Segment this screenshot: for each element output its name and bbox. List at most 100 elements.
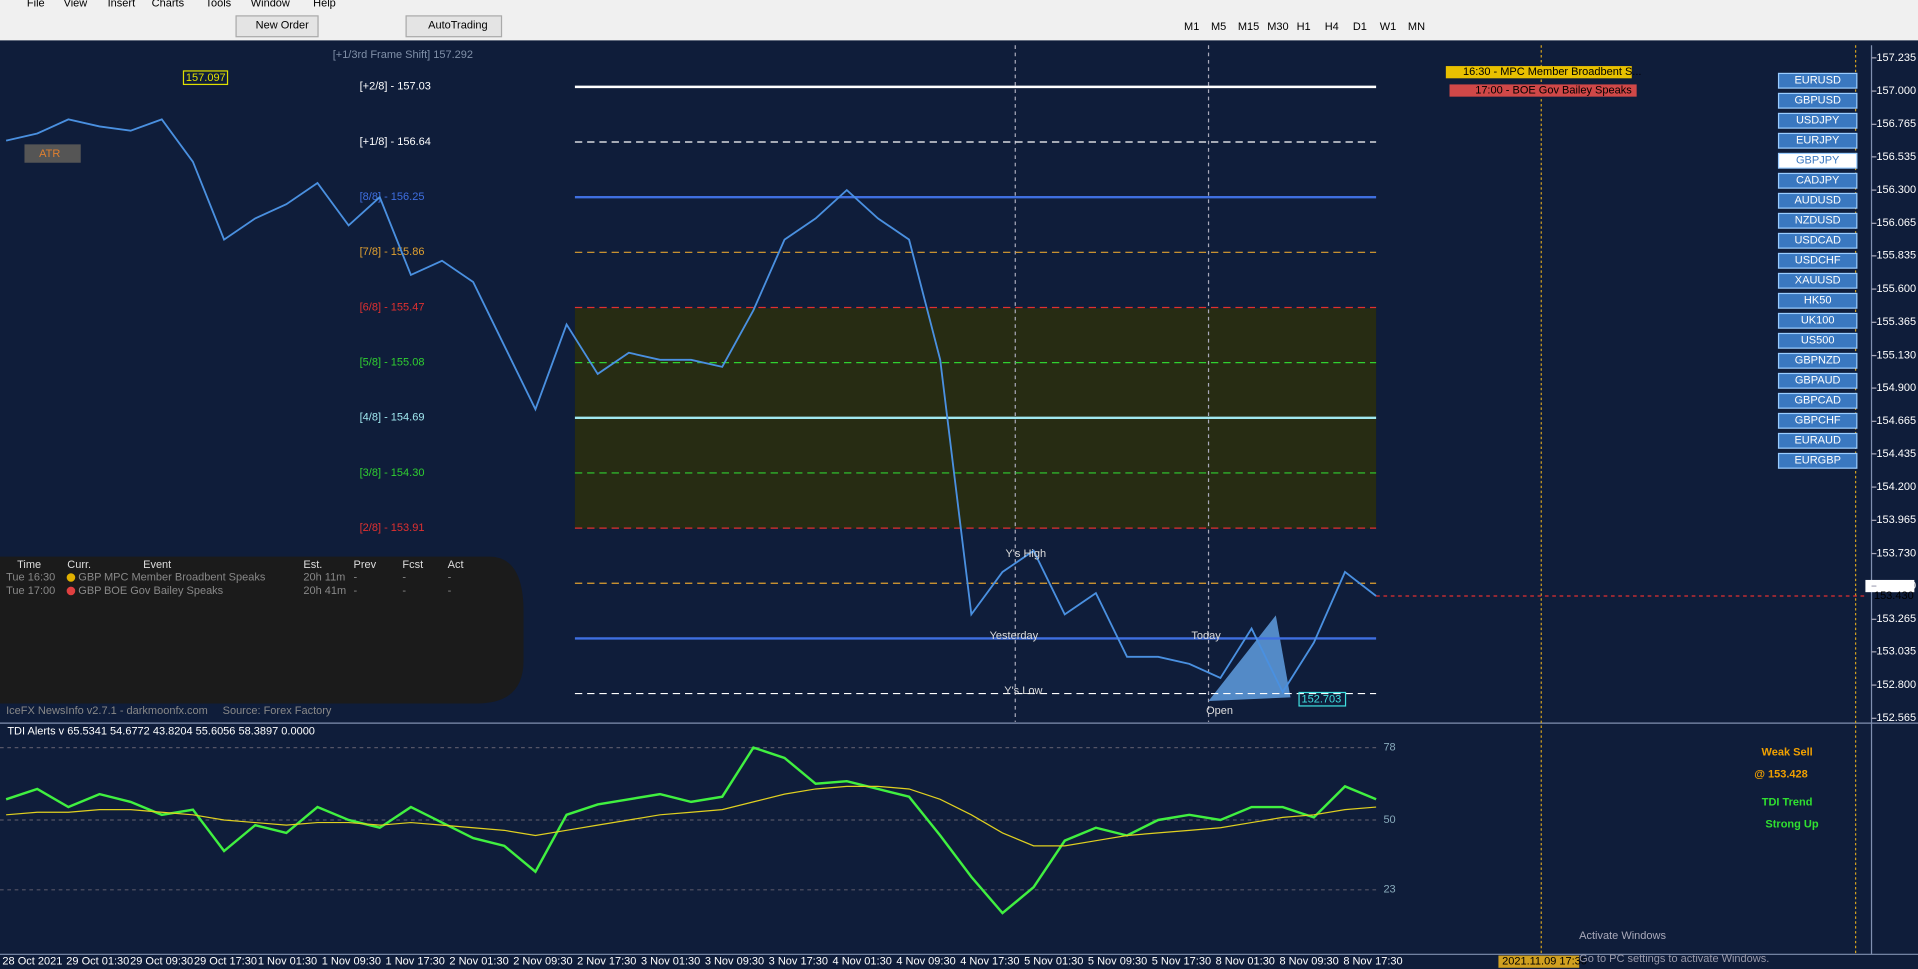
symbol-label[interactable]: USDCHF bbox=[1795, 255, 1841, 267]
symbol-label[interactable]: EURGBP bbox=[1794, 455, 1840, 467]
menu-item[interactable]: View bbox=[64, 0, 88, 10]
symbol-button[interactable] bbox=[1777, 432, 1858, 449]
tdi-signal: Weak Sell bbox=[1762, 746, 1813, 758]
timeframe-button[interactable]: M1 bbox=[1184, 21, 1199, 33]
y-tick-label: 153.965 bbox=[1876, 514, 1916, 526]
symbol-label[interactable]: US500 bbox=[1801, 335, 1835, 347]
menu-item[interactable]: Help bbox=[313, 0, 336, 10]
annotation: Yesterday bbox=[990, 630, 1039, 642]
x-tick-label: 8 Nov 01:30 bbox=[1216, 956, 1275, 968]
x-tick-label: 29 Oct 17:30 bbox=[194, 956, 257, 968]
menu-item[interactable]: File bbox=[27, 0, 45, 10]
button[interactable] bbox=[235, 15, 319, 38]
symbol-label[interactable]: EURUSD bbox=[1794, 75, 1841, 87]
level-label: [4/8] - 154.69 bbox=[360, 412, 425, 424]
symbol-label[interactable]: EURAUD bbox=[1794, 435, 1841, 447]
low-price: 152.703 bbox=[1302, 694, 1342, 706]
symbol-label[interactable]: AUDUSD bbox=[1794, 195, 1841, 207]
symbol-button[interactable] bbox=[1777, 152, 1858, 169]
news-cell: BOE Gov Bailey Speaks bbox=[104, 585, 224, 597]
x-tick-label: 4 Nov 09:30 bbox=[896, 956, 955, 968]
timeframe-button[interactable]: H4 bbox=[1325, 21, 1339, 33]
currency-dot bbox=[66, 586, 76, 596]
symbol-label[interactable]: HK50 bbox=[1804, 295, 1832, 307]
symbol-button[interactable] bbox=[1777, 352, 1858, 369]
y-tick-label: 152.565 bbox=[1876, 712, 1916, 724]
event-tag: 16:30 - MPC Member Broadbent S... bbox=[1463, 66, 1642, 78]
timeframe-button[interactable]: W1 bbox=[1380, 21, 1396, 33]
news-cell: GBP bbox=[78, 571, 101, 583]
symbol-label[interactable]: GBPNZD bbox=[1795, 355, 1841, 367]
symbol-button[interactable] bbox=[1777, 292, 1858, 309]
symbol-label[interactable]: CADJPY bbox=[1796, 175, 1840, 187]
symbol-button[interactable] bbox=[1777, 212, 1858, 229]
symbol-button[interactable] bbox=[1777, 312, 1858, 329]
tdi-header: TDI Alerts v 65.5341 54.6772 43.8204 55.… bbox=[7, 726, 315, 738]
high-label-bg bbox=[182, 70, 229, 86]
y-tick-label: 157.235 bbox=[1876, 52, 1916, 64]
news-cell: - bbox=[448, 585, 452, 597]
symbol-button[interactable] bbox=[1777, 72, 1858, 89]
symbol-button[interactable] bbox=[1777, 132, 1858, 149]
x-tick-label: 5 Nov 01:30 bbox=[1024, 956, 1083, 968]
menu-item[interactable]: Tools bbox=[206, 0, 232, 10]
y-tick-label: 153.265 bbox=[1876, 613, 1916, 625]
y-tick-label: 155.600 bbox=[1876, 283, 1916, 295]
symbol-label[interactable]: USDJPY bbox=[1796, 115, 1840, 127]
timeframe-button[interactable]: M5 bbox=[1211, 21, 1226, 33]
menu-item[interactable]: Charts bbox=[152, 0, 185, 10]
high-label: 157.097 bbox=[186, 72, 226, 84]
symbol-label[interactable]: UK100 bbox=[1801, 315, 1835, 327]
symbol-button[interactable] bbox=[1777, 332, 1858, 349]
x-tick-label: 3 Nov 09:30 bbox=[705, 956, 764, 968]
symbol-label[interactable]: GBPCAD bbox=[1794, 395, 1841, 407]
news-cell: - bbox=[402, 571, 406, 583]
news-header: Event bbox=[143, 559, 171, 571]
autotrading-button[interactable]: AutoTrading bbox=[428, 20, 488, 32]
annotation: Y's Low bbox=[1004, 685, 1042, 697]
pattern bbox=[1208, 615, 1291, 702]
menu-item[interactable]: Window bbox=[251, 0, 290, 10]
cursor-time-bg bbox=[1498, 955, 1580, 968]
symbol-button[interactable] bbox=[1777, 452, 1858, 469]
symbol-label[interactable]: NZDUSD bbox=[1795, 215, 1841, 227]
symbol-button[interactable] bbox=[1777, 232, 1858, 249]
symbol-button[interactable] bbox=[1777, 412, 1858, 429]
symbol-label[interactable]: GBPJPY bbox=[1796, 155, 1840, 167]
symbol-label[interactable]: EURJPY bbox=[1796, 135, 1840, 147]
news-cell: - bbox=[354, 585, 358, 597]
y-tick-label: 157.000 bbox=[1876, 85, 1916, 97]
new-order-button[interactable]: New Order bbox=[256, 20, 310, 32]
tdi-tick-label: 78 bbox=[1383, 741, 1395, 753]
symbol-button[interactable] bbox=[1777, 392, 1858, 409]
annotation: Y's High bbox=[1005, 548, 1046, 560]
timeframe-button[interactable]: M15 bbox=[1238, 21, 1259, 33]
x-tick-label: 2 Nov 01:30 bbox=[449, 956, 508, 968]
y-tick-label: 156.300 bbox=[1876, 184, 1916, 196]
y-tick-label: 156.065 bbox=[1876, 217, 1916, 229]
symbol-button[interactable] bbox=[1777, 272, 1858, 289]
symbol-label[interactable]: GBPAUD bbox=[1795, 375, 1841, 387]
symbol-button[interactable] bbox=[1777, 92, 1858, 109]
timeframe-button[interactable]: D1 bbox=[1353, 21, 1367, 33]
symbol-label[interactable]: GBPCHF bbox=[1795, 415, 1841, 427]
symbol-button[interactable] bbox=[1777, 112, 1858, 129]
symbol-label[interactable]: XAUUSD bbox=[1795, 275, 1841, 287]
news-cell: - bbox=[354, 571, 358, 583]
news-header: Time bbox=[17, 559, 41, 571]
symbol-label[interactable]: USDCAD bbox=[1794, 235, 1841, 247]
symbol-button[interactable] bbox=[1777, 252, 1858, 269]
timeframe-button[interactable]: M30 bbox=[1267, 21, 1288, 33]
x-tick-label: 28 Oct 2021 bbox=[2, 956, 62, 968]
symbol-button[interactable] bbox=[1777, 192, 1858, 209]
y-tick-label: 154.900 bbox=[1876, 382, 1916, 394]
symbol-label[interactable]: GBPUSD bbox=[1794, 95, 1841, 107]
timeframe-button[interactable]: H1 bbox=[1297, 21, 1311, 33]
timeframe-button[interactable]: MN bbox=[1408, 21, 1425, 33]
toolbar-bg bbox=[0, 0, 1918, 41]
menu-item[interactable]: Insert bbox=[108, 0, 136, 10]
symbol-button[interactable] bbox=[1777, 172, 1858, 189]
button[interactable] bbox=[405, 15, 503, 38]
symbol-button[interactable] bbox=[1777, 372, 1858, 389]
